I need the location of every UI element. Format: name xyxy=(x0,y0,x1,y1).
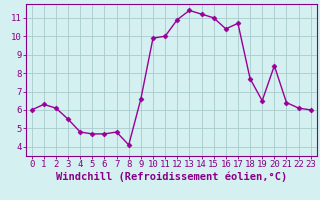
X-axis label: Windchill (Refroidissement éolien,°C): Windchill (Refroidissement éolien,°C) xyxy=(56,172,287,182)
